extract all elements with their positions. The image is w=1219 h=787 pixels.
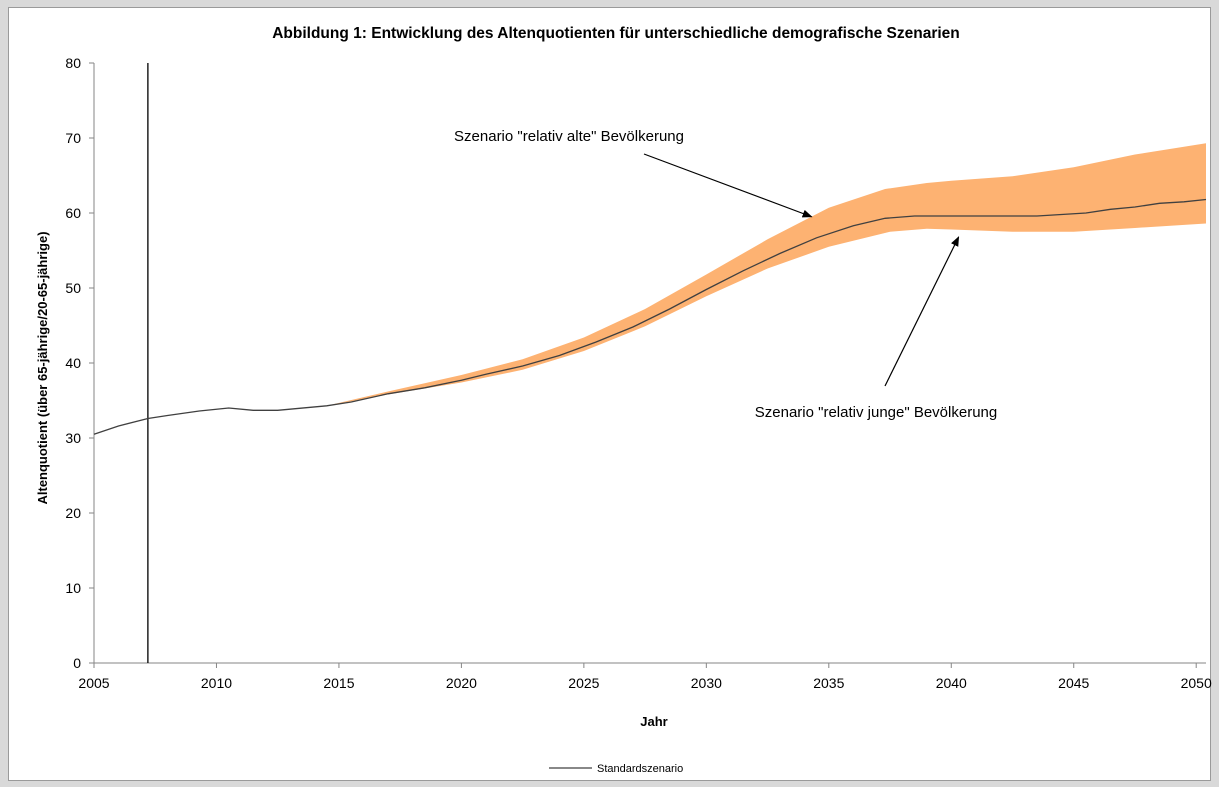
y-tick-label: 0 [73, 655, 81, 671]
y-tick-label: 80 [65, 55, 81, 71]
legend: Standardszenario [549, 763, 683, 775]
annotation-relativ-junge: Szenario "relativ junge" Bevölkerung [755, 404, 997, 421]
x-tick-label: 2045 [1058, 675, 1089, 691]
y-tick-label: 70 [65, 130, 81, 146]
x-axis-title: Jahr [640, 714, 667, 729]
x-tick-label: 2015 [323, 675, 354, 691]
annotation-arrow-relativ-alte [643, 153, 813, 218]
y-tick-label: 50 [65, 280, 81, 296]
y-tick-label: 30 [65, 430, 81, 446]
x-tick-label: 2050 [1181, 675, 1212, 691]
annotation-arrow-relativ-junge [884, 236, 960, 387]
series-line-standardszenario [93, 198, 1207, 435]
x-tick-label: 2030 [691, 675, 722, 691]
x-tick-label: 2010 [201, 675, 232, 691]
chart: Abbildung 1: Entwicklung des Altenquotie… [35, 25, 1212, 775]
x-tick-label: 2040 [936, 675, 967, 691]
y-tick-label: 40 [65, 355, 81, 371]
x-tick-label: 2025 [568, 675, 599, 691]
legend-label-standardszenario: Standardszenario [597, 763, 683, 775]
x-tick-label: 2005 [78, 675, 109, 691]
x-tick-label: 2035 [813, 675, 844, 691]
y-tick-label: 10 [65, 580, 81, 596]
scenario-band [326, 143, 1206, 406]
annotation-relativ-alte: Szenario "relativ alte" Bevölkerung [454, 128, 684, 145]
chart-title: Abbildung 1: Entwicklung des Altenquotie… [272, 25, 960, 42]
x-tick-label: 2020 [446, 675, 477, 691]
y-tick-label: 60 [65, 205, 81, 221]
y-axis-title: Altenquotient (über 65-jährige/20-65-jäh… [35, 231, 50, 504]
y-tick-label: 20 [65, 505, 81, 521]
chart-frame: Abbildung 1: Entwicklung des Altenquotie… [8, 7, 1212, 781]
